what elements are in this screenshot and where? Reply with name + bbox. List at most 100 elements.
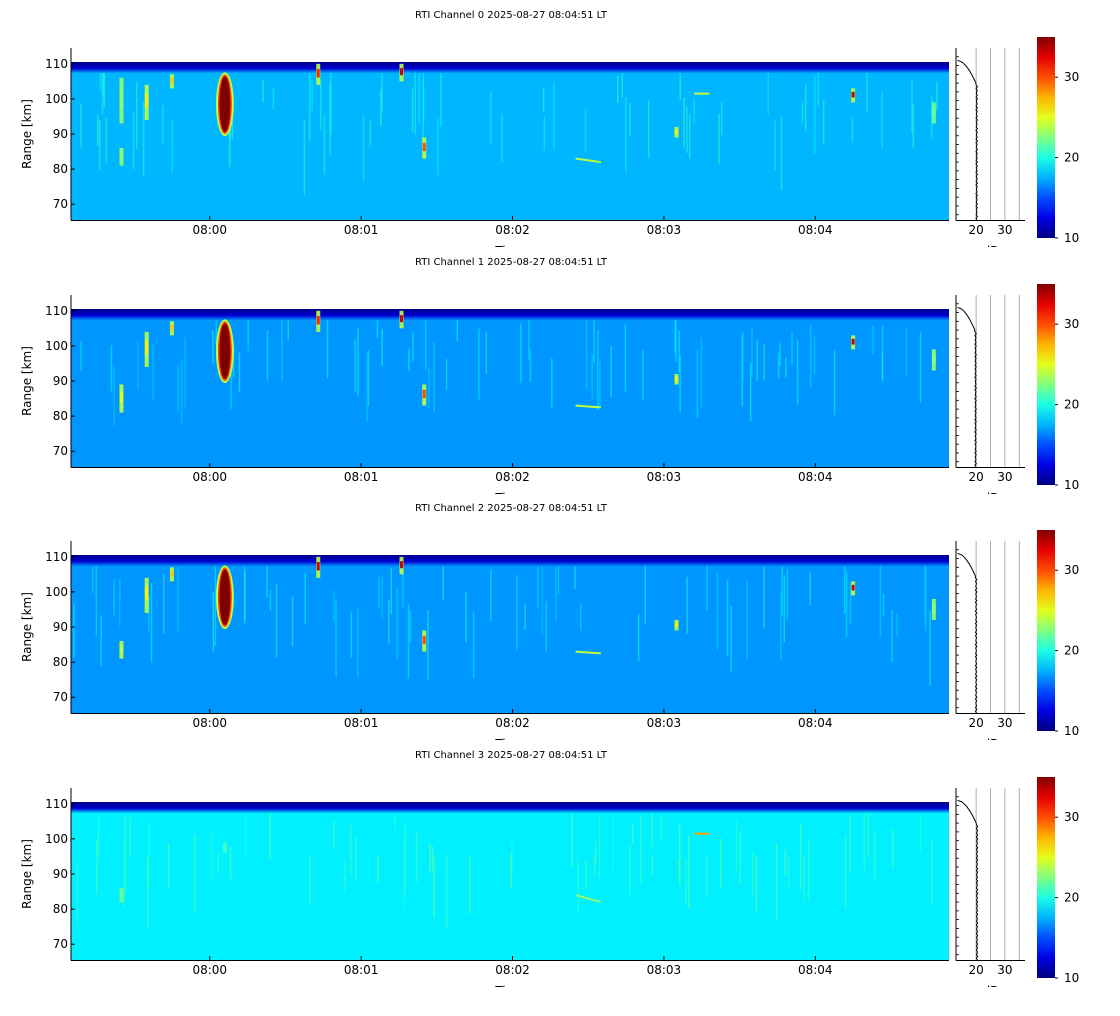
noise-striation [380, 89, 382, 127]
noise-striation [781, 555, 783, 617]
noise-striation [73, 603, 75, 658]
noise-striation [863, 811, 865, 871]
meteor-streak [575, 650, 601, 655]
noise-striation [390, 568, 393, 615]
noise-striation [696, 350, 699, 418]
noise-striation [557, 559, 560, 595]
noise-striation [783, 575, 786, 643]
echo-column-core [400, 315, 404, 323]
noise-striation [804, 83, 807, 131]
noise-striation [651, 806, 654, 847]
colorbar-tick-label: 20 [1064, 151, 1079, 165]
x-tick-label: 08:04 [798, 470, 833, 484]
echo-column-core [316, 69, 320, 78]
noise-striation [381, 65, 383, 112]
rti-panel-2: RTI Channel 2 2025-08-27 08:04:51 LT 70 80… [0, 493, 1120, 740]
noise-striation [433, 342, 435, 413]
noise-striation [817, 65, 819, 107]
noise-striation [720, 101, 723, 136]
noise-striation [879, 564, 882, 638]
noise-striation [98, 120, 101, 170]
x-tick-label: 08:03 [647, 223, 682, 237]
noise-striation [814, 74, 816, 154]
x-tick-label: 08:04 [798, 963, 833, 977]
echo-column-core [170, 77, 174, 84]
noise-striation [845, 571, 848, 638]
noise-striation [787, 856, 790, 891]
noise-striation [541, 561, 544, 635]
noise-striation [247, 312, 249, 351]
noise-striation [931, 841, 933, 904]
noise-striation [230, 350, 232, 410]
rti-plot-svg: 70 80 90 100 110 08:00 08:01 08:02 08:03 08:04 Tim… [20, 530, 1079, 740]
noise-striation [693, 98, 695, 124]
noise-striation [148, 595, 150, 632]
noise-striation [844, 835, 847, 909]
noise-striation [442, 561, 444, 601]
x-tick-label: 08:02 [495, 470, 530, 484]
echo-column-core [316, 562, 320, 571]
heatmap-background [71, 295, 949, 467]
noise-striation [767, 67, 769, 115]
noise-striation [553, 82, 555, 150]
noise-striation [377, 577, 380, 609]
blank-top-region [71, 788, 949, 802]
range-profile: 20 30 dB [955, 788, 1025, 987]
noise-striation [881, 92, 883, 149]
noise-striation [212, 592, 215, 652]
colorbar-tick-label: 10 [1064, 231, 1079, 245]
blank-top-region [71, 541, 949, 555]
meteor-streak [575, 404, 601, 409]
noise-striation [97, 114, 99, 146]
noise-striation [369, 120, 372, 146]
noise-striation [644, 564, 647, 624]
x-axis-label: Time [494, 491, 524, 494]
noise-striation [472, 611, 475, 678]
rti-plot-svg: 70 80 90 100 110 08:00 08:01 08:02 08:03 08:04 Tim… [20, 284, 1079, 494]
noise-striation [777, 353, 780, 379]
y-axis-label: Range [km] [20, 592, 34, 662]
x-tick-label: 08:01 [344, 716, 379, 730]
noise-striation [739, 830, 741, 886]
echo-column-core [119, 891, 123, 898]
noise-striation [881, 352, 884, 380]
x-axis-label: Time [494, 984, 524, 987]
noise-striation [882, 593, 885, 617]
x-tick-label: 08:01 [344, 223, 379, 237]
noise-striation [867, 803, 869, 858]
noise-striation [912, 104, 915, 149]
x-tick-label: 08:00 [192, 716, 227, 730]
noise-striation [446, 854, 448, 929]
colorbar: 10 20 30 [1037, 37, 1079, 245]
echo-column-core [119, 89, 123, 108]
noise-striation [678, 330, 680, 373]
noise-striation [660, 804, 663, 841]
noise-striation [402, 568, 404, 608]
noise-striation [520, 323, 522, 383]
y-tick-label: 70 [53, 444, 68, 458]
noise-striation [755, 855, 758, 912]
noise-striation [137, 341, 139, 389]
noise-striation [685, 859, 687, 907]
echo-blob-core [219, 76, 231, 132]
noise-striation [919, 814, 922, 854]
noise-striation [414, 64, 416, 135]
y-axis-label: Range [km] [20, 839, 34, 909]
noise-striation [543, 116, 546, 151]
noise-striation [674, 312, 677, 354]
noise-striation [542, 87, 545, 112]
noise-striation [287, 313, 290, 340]
noise-striation [780, 592, 782, 661]
noise-striation [124, 816, 127, 892]
profile-tick-label: 30 [997, 223, 1012, 237]
noise-striation [763, 344, 766, 381]
noise-striation [272, 88, 275, 110]
y-tick-label: 110 [45, 550, 68, 564]
noise-striation [511, 837, 513, 870]
noise-striation [350, 612, 353, 658]
noise-striation [269, 589, 272, 611]
noise-striation [103, 67, 106, 108]
noise-striation [490, 90, 492, 145]
noise-striation [730, 605, 732, 672]
